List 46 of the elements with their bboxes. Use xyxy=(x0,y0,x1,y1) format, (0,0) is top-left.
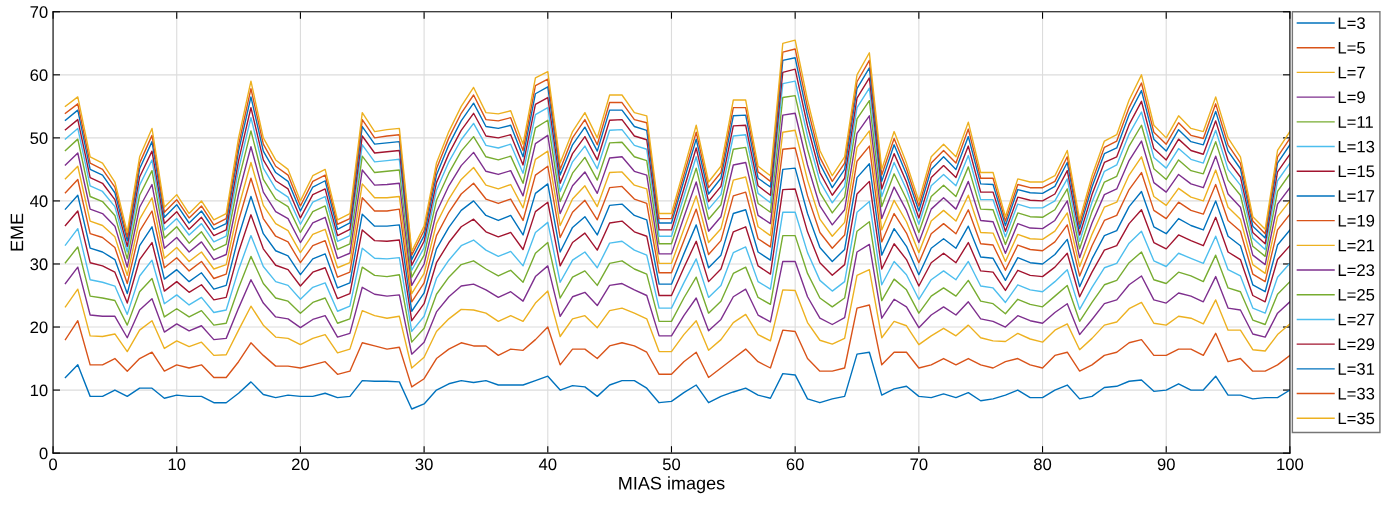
x-tick-label: 90 xyxy=(1157,458,1175,471)
x-tick-label: 50 xyxy=(662,458,681,471)
legend-label: L=27 xyxy=(1338,313,1375,326)
y-tick-label: 0 xyxy=(39,447,48,460)
y-tick-label: 30 xyxy=(30,258,48,271)
legend-label: L=9 xyxy=(1338,91,1365,104)
line-series xyxy=(64,163,1290,312)
legend-label: L=23 xyxy=(1338,264,1375,277)
line-series xyxy=(64,180,1290,322)
x-tick-label: 0 xyxy=(49,458,58,471)
legend-label: L=11 xyxy=(1338,116,1373,128)
legend-label: L=15 xyxy=(1338,165,1375,178)
legend-label: L=17 xyxy=(1338,190,1375,202)
x-tick-label: 30 xyxy=(415,458,433,471)
legend-label: L=25 xyxy=(1338,288,1375,301)
line-series xyxy=(64,243,1290,355)
y-tick-label: 40 xyxy=(30,195,48,208)
line-series xyxy=(64,304,1290,388)
legend-label: L=3 xyxy=(1338,17,1365,30)
line-series xyxy=(64,200,1290,333)
y-tick-label: 70 xyxy=(30,6,48,18)
line-series xyxy=(64,268,1290,369)
y-tick-label: 10 xyxy=(30,384,48,397)
y-tick-label: 60 xyxy=(30,69,48,82)
y-axis-title: EME xyxy=(10,213,24,251)
legend-label: L=29 xyxy=(1338,338,1375,351)
legend-label: L=21 xyxy=(1338,239,1375,252)
legend-label: L=33 xyxy=(1338,387,1375,400)
x-tick-label: 20 xyxy=(291,458,310,471)
y-tick-label: 50 xyxy=(30,132,48,145)
x-tick-label: 70 xyxy=(910,458,928,471)
y-tick-label: 20 xyxy=(30,321,48,334)
legend-label: L=5 xyxy=(1338,42,1365,54)
legend-label: L=19 xyxy=(1338,214,1375,227)
legend-label: L=13 xyxy=(1338,140,1375,153)
x-tick-label: 100 xyxy=(1277,458,1304,471)
line-series xyxy=(64,351,1290,410)
x-axis-title: MIAS images xyxy=(619,476,725,494)
legend-label: L=35 xyxy=(1338,412,1375,425)
legend-label: L=31 xyxy=(1338,363,1375,375)
x-tick-label: 10 xyxy=(168,458,186,471)
line-series xyxy=(64,221,1290,343)
legend-label: L=7 xyxy=(1338,66,1365,79)
x-tick-label: 40 xyxy=(538,458,557,471)
x-tick-label: 60 xyxy=(786,458,804,471)
x-tick-label: 80 xyxy=(1033,458,1052,471)
